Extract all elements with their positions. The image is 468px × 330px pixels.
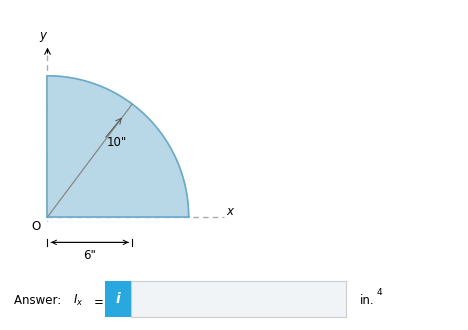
Text: 6": 6": [83, 249, 96, 262]
Text: i: i: [116, 292, 121, 306]
Text: 10": 10": [107, 136, 127, 149]
Text: Answer:: Answer:: [14, 294, 65, 307]
Text: in.: in.: [360, 294, 375, 307]
Text: y: y: [40, 29, 47, 42]
Text: 4: 4: [377, 287, 382, 297]
Text: x: x: [227, 205, 234, 218]
Text: $I_x$: $I_x$: [73, 293, 83, 308]
Text: $=$: $=$: [91, 294, 104, 307]
Text: O: O: [31, 220, 40, 233]
Polygon shape: [47, 76, 189, 217]
